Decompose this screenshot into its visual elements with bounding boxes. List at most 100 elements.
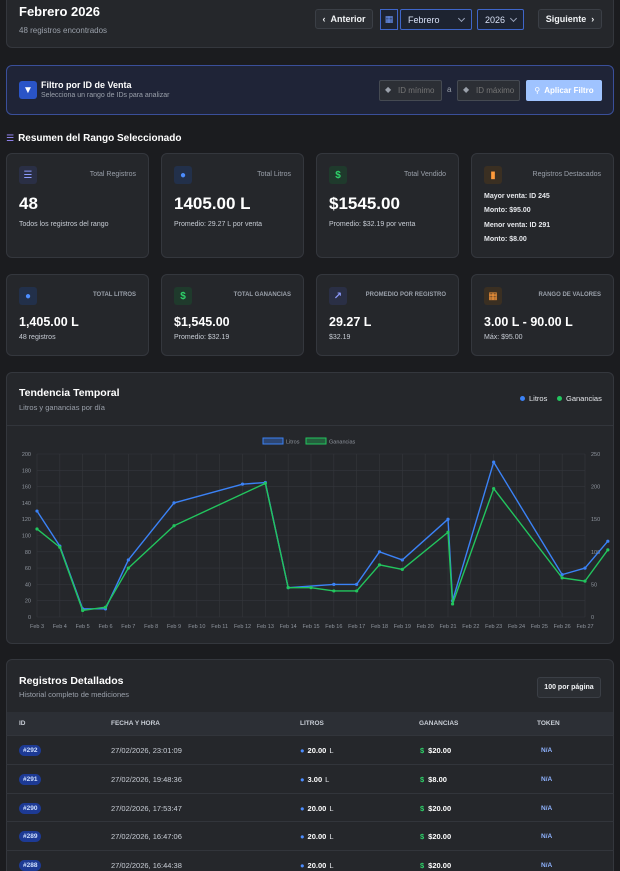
- x-tick-label: Feb 7: [121, 624, 135, 630]
- y-left-tick-label: 80: [25, 550, 31, 556]
- dollar-icon: $: [420, 832, 425, 841]
- x-tick-label: Feb 26: [554, 624, 571, 630]
- year-select[interactable]: 2026: [477, 9, 524, 30]
- data-point-litros: [560, 573, 564, 577]
- calendar-icon: ▦: [380, 9, 398, 30]
- col-header-fecha: FECHA Y HORA: [111, 720, 160, 727]
- data-point-litros: [377, 550, 382, 554]
- data-point-litros: [446, 517, 450, 521]
- table-row[interactable]: #291 27/02/2026, 19:48:36 ● 3.00 L $ $8.00 …: [6, 764, 614, 793]
- id-badge[interactable]: #290: [19, 803, 42, 814]
- records-card: Registros Detallados Historial completo …: [6, 659, 614, 871]
- x-tick-label: Feb 3: [30, 624, 44, 630]
- id-min-input[interactable]: [379, 80, 442, 101]
- data-point-litros: [240, 482, 245, 486]
- x-tick-label: Feb 23: [485, 624, 502, 630]
- data-point-litros: [400, 558, 404, 562]
- total-vendido-value: $1545.00: [329, 194, 400, 213]
- summary-card-vendido: $ Total Vendido $1545.00 Promedio: $32.1…: [316, 153, 459, 258]
- trend-line-chart: Feb 3 Feb 4 Feb 5 Feb 6 Feb 7 Feb 8 Feb 9 Feb 1…: [22, 437, 610, 630]
- col-header-id: ID: [19, 720, 26, 727]
- id-badge[interactable]: #292: [19, 745, 42, 756]
- y-left-tick-label: 40: [25, 582, 31, 588]
- water-drop-icon: ●: [300, 832, 305, 841]
- stat-card-promedio: ↗ PROMEDIO POR REGISTRO 29.27 L $32.19: [316, 274, 459, 356]
- x-tick-label: Feb 27: [576, 624, 593, 630]
- calendar-icon: ▦: [484, 287, 502, 305]
- records-count: 48 registros encontrados: [19, 26, 108, 35]
- x-tick-label: Feb 6: [98, 624, 112, 630]
- summary-title: ☰ Resumen del Rango Seleccionado: [6, 133, 182, 144]
- legend-dot-ganancias: [557, 396, 562, 401]
- data-point-ganancias: [126, 566, 130, 570]
- records-title: Registros Detallados: [19, 675, 124, 687]
- x-tick-label: Feb 22: [462, 624, 479, 630]
- table-row[interactable]: #292 27/02/2026, 23:01:09 ● 20.00 L $ $20.0…: [6, 735, 614, 764]
- water-drop-icon: ●: [300, 746, 305, 755]
- chevron-down-icon: [457, 14, 466, 22]
- data-point-ganancias: [35, 527, 39, 531]
- y-left-tick-label: 0: [28, 615, 31, 621]
- chart-legend-swatch-litros: [262, 437, 284, 445]
- stat-card-rango: ▦ RANGO DE VALORES 3.00 L - 90.00 L Máx:…: [471, 274, 614, 356]
- token-badge: N/A: [541, 862, 553, 869]
- per-page-select[interactable]: 100 por página: [537, 677, 601, 698]
- data-point-litros: [606, 539, 610, 543]
- data-point-ganancias: [286, 586, 290, 590]
- data-point-ganancias: [103, 605, 108, 609]
- total-registros-value: 48: [19, 194, 38, 213]
- y-left-tick-label: 100: [22, 534, 31, 540]
- x-tick-label: Feb 12: [234, 624, 251, 630]
- table-row[interactable]: #290 27/02/2026, 17:53:47 ● 20.00 L $ $20.0…: [6, 793, 614, 822]
- data-point-litros: [332, 582, 336, 586]
- table-row[interactable]: #288 27/02/2026, 16:44:38 ● 20.00 L $ $20.0…: [6, 850, 614, 871]
- y-left-tick-label: 120: [22, 517, 31, 523]
- summary-card-registros: ☰ Total Registros 48 Todos los registros…: [6, 153, 149, 258]
- dollar-icon: $: [420, 746, 425, 755]
- page-title: Febrero 2026: [19, 4, 100, 19]
- id-badge[interactable]: #291: [19, 774, 42, 785]
- data-point-ganancias: [81, 608, 85, 613]
- y-right-tick-label: 250: [591, 452, 600, 458]
- table-row[interactable]: #289 27/02/2026, 16:47:06 ● 20.00 L $ $20.0…: [6, 821, 614, 850]
- token-badge: N/A: [541, 805, 553, 812]
- data-point-ganancias: [400, 567, 404, 572]
- data-point-ganancias: [172, 524, 176, 528]
- trend-title: Tendencia Temporal: [19, 387, 120, 399]
- month-select[interactable]: Febrero: [400, 9, 472, 30]
- y-left-tick-label: 60: [25, 566, 31, 572]
- x-tick-label: Feb 10: [188, 624, 205, 630]
- y-left-tick-label: 160: [22, 485, 31, 491]
- data-point-ganancias: [492, 486, 496, 491]
- id-badge[interactable]: #288: [19, 860, 42, 871]
- data-point-ganancias: [58, 545, 62, 549]
- tag-icon: ◆: [385, 85, 392, 94]
- row-date: 27/02/2026, 23:01:09: [111, 746, 182, 755]
- database-icon: ☰: [6, 133, 15, 143]
- prev-month-button[interactable]: ‹ Anterior: [315, 9, 373, 29]
- trend-subtitle: Litros y ganancias por día: [19, 403, 105, 412]
- chart-legend-label-ganancias: Ganancias: [329, 440, 356, 446]
- x-tick-label: Feb 8: [144, 624, 158, 630]
- id-max-input[interactable]: [457, 80, 520, 101]
- water-drop-icon: ●: [300, 861, 305, 870]
- data-point-litros: [492, 460, 496, 464]
- tag-icon: ◆: [463, 85, 470, 94]
- data-point-ganancias: [583, 579, 587, 583]
- data-point-ganancias: [450, 602, 455, 606]
- x-tick-label: Feb 18: [371, 624, 388, 630]
- id-badge[interactable]: #289: [19, 831, 42, 842]
- dollar-icon: $: [420, 775, 425, 784]
- stat-card-total-litros: ● TOTAL LITROS 1,405.00 L 48 registros: [6, 274, 149, 356]
- summary-card-destacados: ▮ Registros Destacados Mayor venta: ID 2…: [471, 153, 614, 258]
- x-tick-label: Feb 4: [53, 624, 67, 630]
- chevron-down-icon: [509, 14, 518, 22]
- table-header-bg: [7, 712, 613, 736]
- apply-filter-button[interactable]: ⚲ Aplicar Filtro: [526, 80, 602, 101]
- x-tick-label: Feb 20: [417, 624, 434, 630]
- dollar-icon: $: [420, 861, 425, 870]
- x-tick-label: Feb 13: [257, 624, 274, 630]
- series-line-ganancias: [36, 482, 609, 612]
- next-month-button[interactable]: Siguiente ›: [538, 9, 602, 29]
- x-tick-label: Feb 15: [302, 624, 319, 630]
